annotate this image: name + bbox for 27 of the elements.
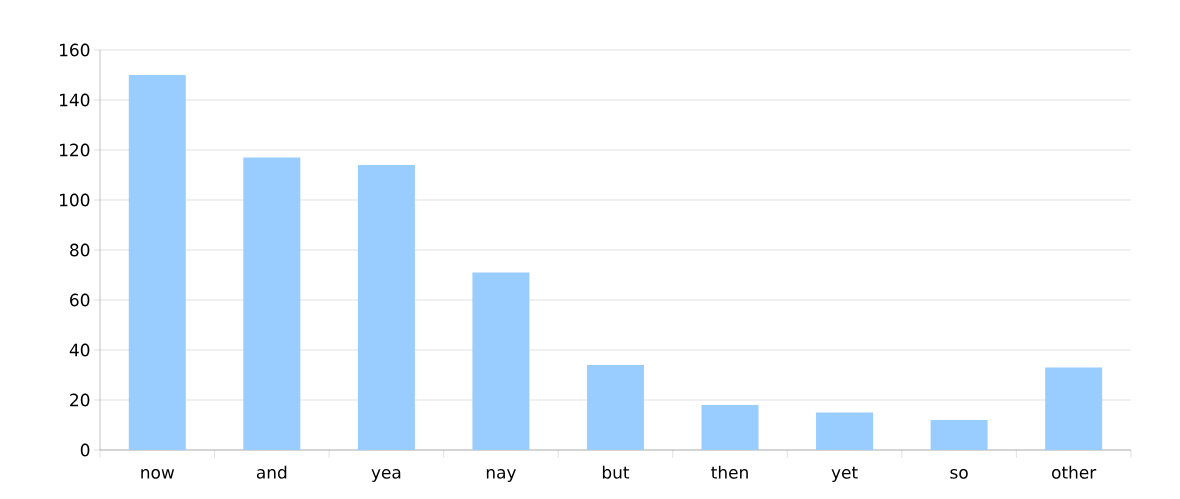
bar bbox=[128, 75, 186, 450]
x-tick-label: now bbox=[141, 469, 175, 479]
x-tick-label: other bbox=[1052, 465, 1097, 479]
x-tick-label: yet bbox=[831, 466, 858, 483]
bar bbox=[930, 420, 988, 450]
bar bbox=[586, 365, 644, 450]
x-tick-label: but bbox=[602, 465, 630, 479]
y-tick-label: 160 bbox=[60, 43, 90, 57]
y-tick-label: 80 bbox=[70, 243, 90, 257]
x-tick-label: so bbox=[950, 469, 968, 479]
x-tick-label: yea bbox=[371, 469, 401, 483]
x-tick-label: then bbox=[711, 465, 748, 479]
y-tick-label: 120 bbox=[60, 143, 90, 157]
bar bbox=[472, 272, 530, 450]
bar bbox=[816, 412, 874, 450]
y-tick-label: 60 bbox=[70, 293, 90, 307]
y-tick-label: 140 bbox=[60, 93, 90, 107]
bar bbox=[243, 157, 301, 450]
bar bbox=[1045, 367, 1103, 450]
bar bbox=[701, 405, 759, 450]
x-tick-label: and bbox=[256, 465, 287, 479]
y-tick-label: 40 bbox=[69, 343, 90, 357]
x-tick-label: nay bbox=[486, 469, 516, 483]
y-tick-label: 0 bbox=[80, 443, 90, 457]
bar bbox=[357, 165, 415, 450]
y-tick-label: 20 bbox=[70, 393, 90, 407]
y-tick-label: 100 bbox=[60, 193, 90, 207]
